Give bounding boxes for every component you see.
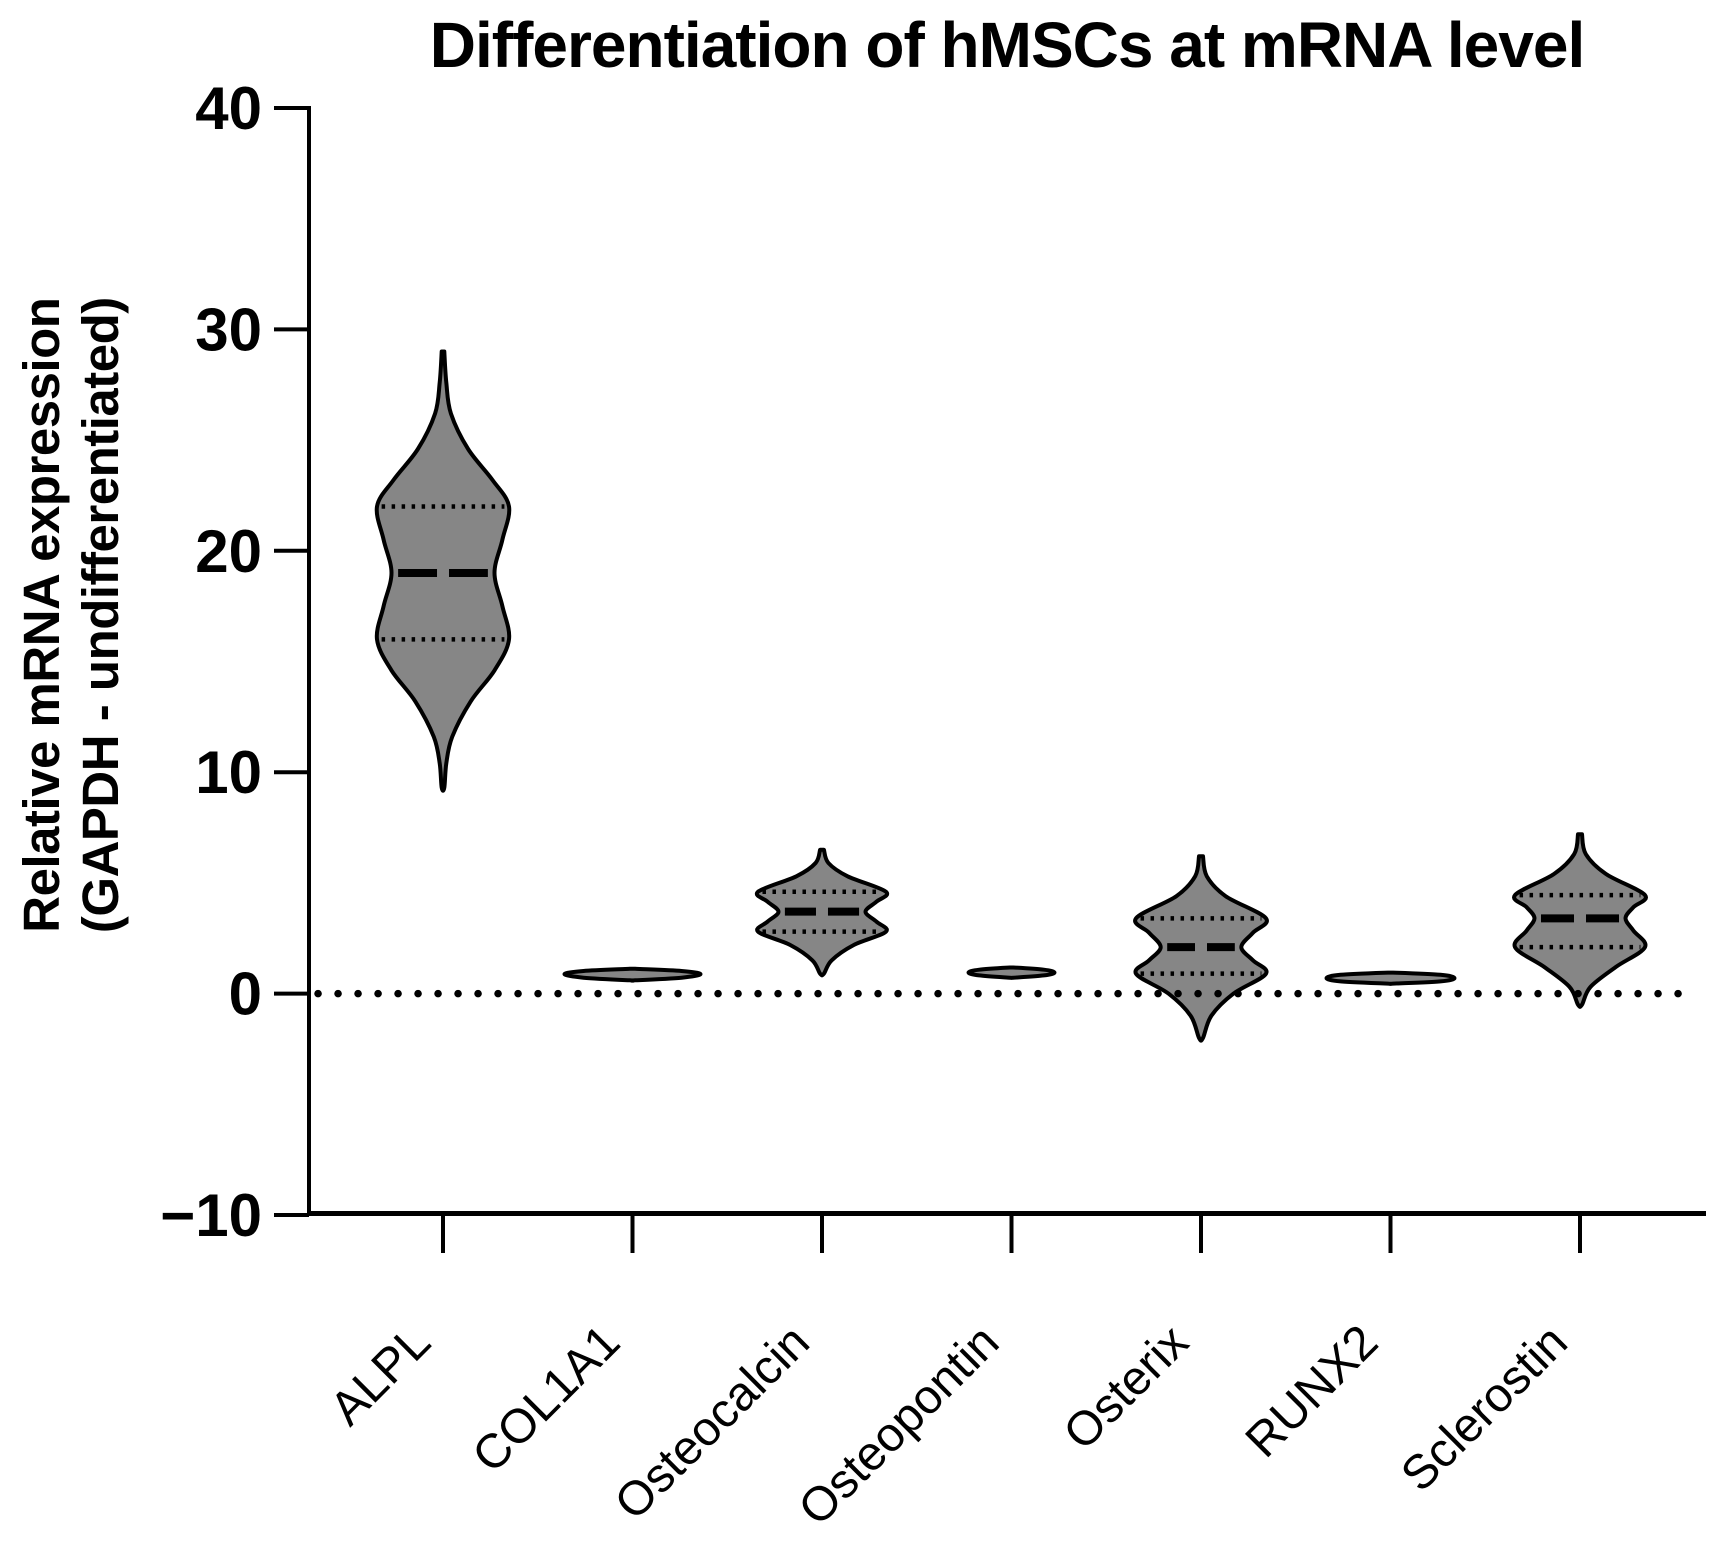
chart-title: Differentiation of hMSCs at mRNA level [429,9,1585,81]
violin-osteocalcin [754,847,890,978]
x-category-label-osteopontin: Osteopontin [789,1315,1010,1536]
x-category-label-osteocalcin: Osteocalcin [605,1315,820,1530]
y-tick-label: 40 [195,75,262,142]
violin-osterix [1133,854,1269,1043]
x-category-label-runx2: RUNX2 [1236,1315,1389,1468]
y-tick-label: 20 [195,518,262,585]
violin-col1a1 [562,966,703,983]
x-category-label-col1a1: COL1A1 [463,1315,631,1483]
violin-runx2 [1324,970,1457,986]
x-category-label-sclerostin: Sclerostin [1391,1315,1577,1501]
y-tick-label: −10 [160,1182,262,1249]
violin-osteopontin [966,965,1057,980]
y-tick-label: 10 [195,739,262,806]
violin-alpl [374,349,512,793]
y-tick-label: 0 [229,961,262,1028]
violin-sclerostin [1512,832,1648,1009]
x-category-label-osterix: Osterix [1054,1315,1199,1460]
x-category-label-alpl: ALPL [320,1315,441,1436]
y-tick-label: 30 [195,296,262,363]
